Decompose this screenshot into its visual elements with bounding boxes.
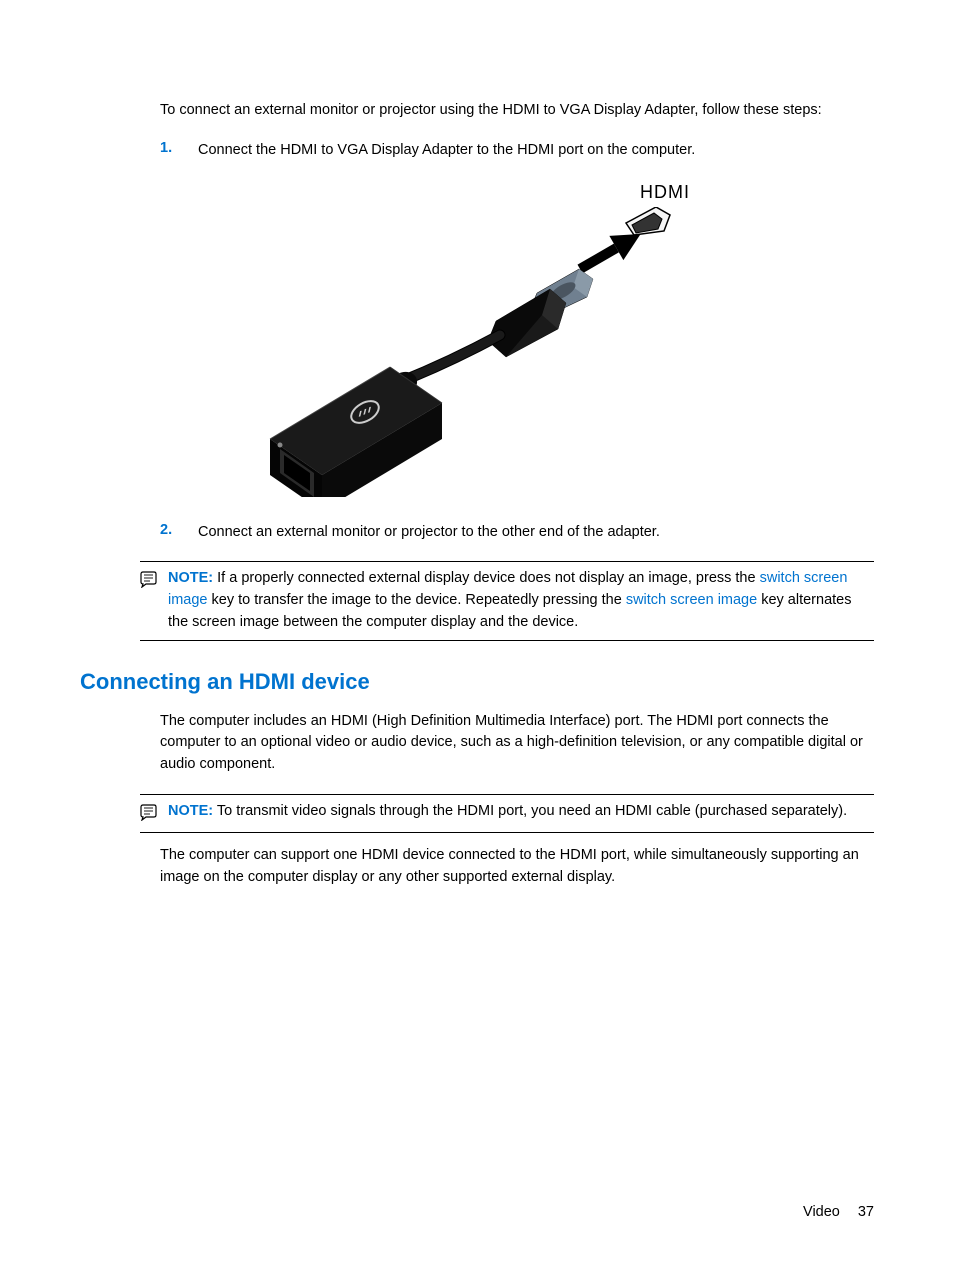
- note-text: NOTE: To transmit video signals through …: [168, 801, 847, 823]
- hdmi-adapter-icon: [220, 207, 690, 497]
- step-item: 1. Connect the HDMI to VGA Display Adapt…: [160, 140, 874, 162]
- footer-section: Video: [803, 1204, 840, 1220]
- note-block: NOTE: If a properly connected external d…: [140, 561, 874, 640]
- step-number: 2.: [160, 522, 198, 544]
- steps-list-continued: 2. Connect an external monitor or projec…: [160, 522, 874, 544]
- footer-page-number: 37: [858, 1204, 874, 1220]
- hdmi-port-label: HDMI: [640, 182, 690, 203]
- note-text: NOTE: If a properly connected external d…: [168, 568, 874, 633]
- note-body-text: To transmit video signals through the HD…: [213, 803, 847, 819]
- note-block: NOTE: To transmit video signals through …: [140, 794, 874, 833]
- steps-list: 1. Connect the HDMI to VGA Display Adapt…: [160, 140, 874, 162]
- note-label: NOTE:: [168, 570, 213, 586]
- step-item: 2. Connect an external monitor or projec…: [160, 522, 874, 544]
- section-heading: Connecting an HDMI device: [80, 669, 874, 695]
- note-label: NOTE:: [168, 803, 213, 819]
- step-text: Connect an external monitor or projector…: [198, 522, 660, 544]
- switch-screen-link[interactable]: switch screen image: [626, 592, 757, 608]
- body-paragraph: The computer can support one HDMI device…: [160, 845, 874, 889]
- note-icon: [140, 568, 168, 593]
- note-mid-text: key to transfer the image to the device.…: [208, 592, 626, 608]
- step-number: 1.: [160, 140, 198, 162]
- step-text: Connect the HDMI to VGA Display Adapter …: [198, 140, 695, 162]
- adapter-figure: HDMI: [200, 182, 700, 492]
- intro-paragraph: To connect an external monitor or projec…: [160, 100, 874, 122]
- note-icon: [140, 801, 168, 826]
- page-footer: Video 37: [803, 1204, 874, 1220]
- body-paragraph: The computer includes an HDMI (High Defi…: [160, 711, 874, 776]
- note-pre-text: If a properly connected external display…: [213, 570, 759, 586]
- page-content: To connect an external monitor or projec…: [0, 0, 954, 888]
